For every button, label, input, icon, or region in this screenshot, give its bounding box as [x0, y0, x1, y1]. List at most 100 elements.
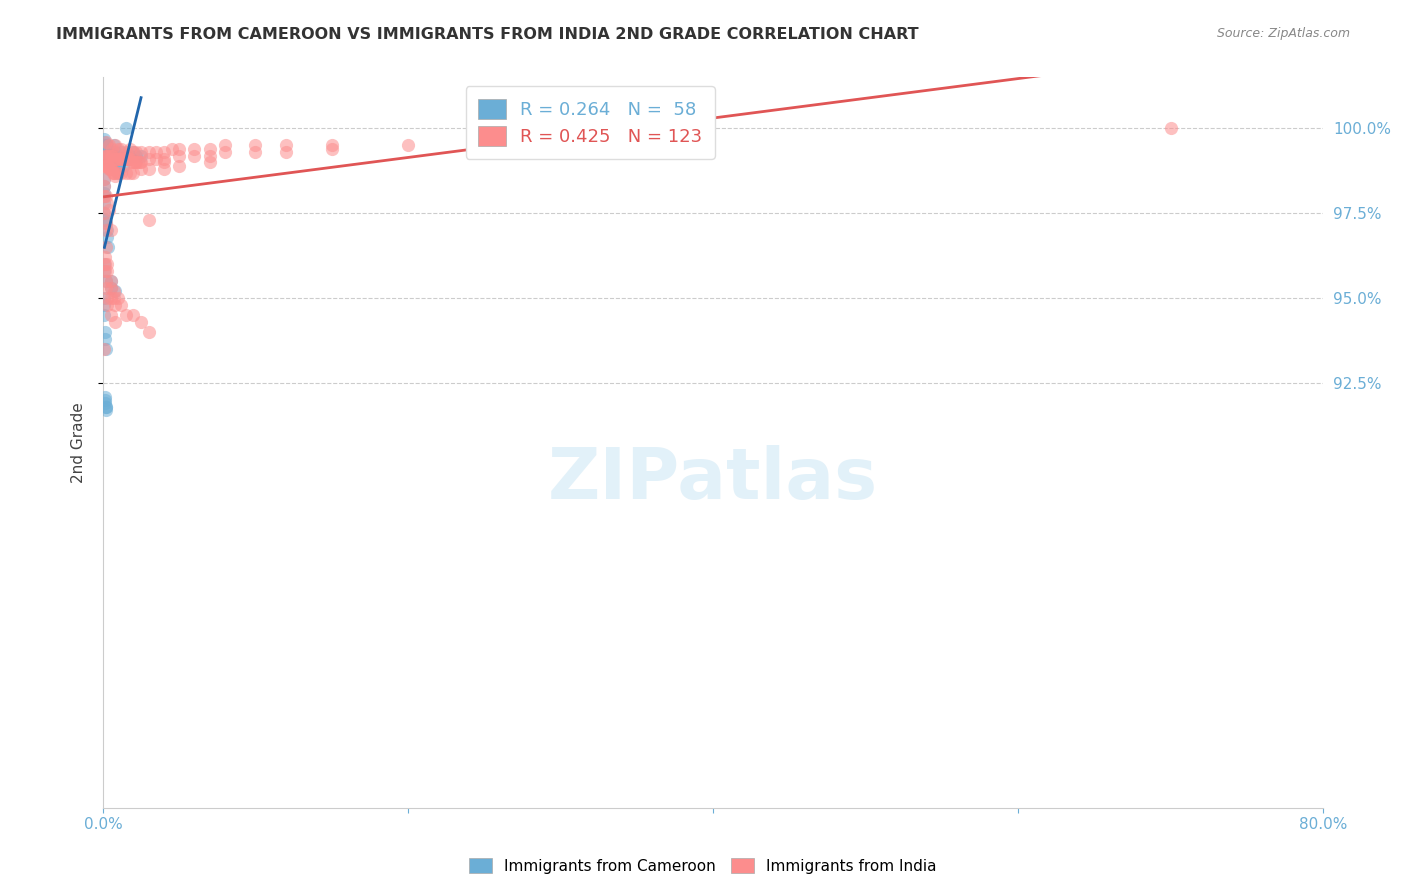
Point: [101, 148, 124, 162]
Point: [94, 217, 117, 231]
Point: [100, 291, 122, 305]
Point: [153, 155, 176, 169]
Point: [118, 152, 141, 166]
Point: [93, 298, 115, 312]
Point: [94, 400, 117, 414]
Point: [93, 196, 115, 211]
Point: [122, 155, 145, 169]
Point: [93, 131, 115, 145]
Point: [105, 152, 128, 166]
Point: [107, 152, 129, 166]
Point: [274, 145, 297, 160]
Point: [198, 148, 221, 162]
Point: [93, 148, 115, 162]
Point: [100, 308, 122, 322]
Point: [103, 165, 125, 179]
Point: [117, 152, 139, 166]
Point: [100, 162, 122, 177]
Point: [96, 257, 118, 271]
Point: [97, 240, 120, 254]
Point: [94, 264, 117, 278]
Point: [100, 281, 122, 295]
Point: [138, 162, 160, 177]
Point: [129, 145, 152, 160]
Point: [103, 165, 125, 179]
Point: [100, 155, 122, 169]
Point: [125, 148, 148, 162]
Point: [120, 148, 142, 162]
Point: [94, 159, 117, 173]
Point: [94, 145, 117, 160]
Point: [114, 121, 136, 136]
Point: [94, 325, 117, 339]
Point: [274, 138, 297, 153]
Point: [167, 148, 190, 162]
Point: [245, 145, 267, 160]
Point: [96, 264, 118, 278]
Point: [114, 145, 136, 160]
Point: [110, 145, 132, 160]
Point: [98, 152, 121, 166]
Point: [145, 152, 167, 166]
Text: IMMIGRANTS FROM CAMEROON VS IMMIGRANTS FROM INDIA 2ND GRADE CORRELATION CHART: IMMIGRANTS FROM CAMEROON VS IMMIGRANTS F…: [56, 27, 920, 42]
Point: [94, 213, 117, 227]
Point: [96, 196, 118, 211]
Point: [160, 142, 183, 156]
Point: [93, 186, 115, 200]
Point: [550, 135, 572, 149]
Point: [98, 138, 121, 153]
Point: [103, 138, 125, 153]
Point: [104, 145, 127, 160]
Point: [321, 138, 343, 153]
Point: [128, 155, 150, 169]
Point: [100, 281, 122, 295]
Point: [101, 162, 124, 177]
Point: [94, 148, 117, 162]
Point: [138, 152, 160, 166]
Text: ZIPatlas: ZIPatlas: [548, 444, 879, 514]
Point: [122, 145, 145, 160]
Point: [100, 148, 122, 162]
Point: [138, 213, 160, 227]
Point: [100, 145, 122, 160]
Point: [94, 251, 117, 265]
Point: [245, 138, 267, 153]
Point: [396, 138, 419, 153]
Point: [93, 179, 115, 194]
Point: [112, 152, 135, 166]
Point: [103, 291, 125, 305]
Point: [93, 189, 115, 203]
Point: [94, 274, 117, 288]
Point: [125, 155, 148, 169]
Point: [321, 142, 343, 156]
Point: [94, 400, 117, 414]
Point: [96, 148, 118, 162]
Text: Source: ZipAtlas.com: Source: ZipAtlas.com: [1216, 27, 1350, 40]
Point: [110, 152, 132, 166]
Point: [98, 148, 121, 162]
Point: [104, 152, 127, 166]
Point: [94, 138, 117, 153]
Point: [93, 135, 115, 149]
Point: [111, 148, 134, 162]
Point: [122, 145, 145, 160]
Point: [100, 152, 122, 166]
Point: [104, 285, 127, 299]
Point: [96, 223, 118, 237]
Point: [120, 142, 142, 156]
Point: [94, 396, 117, 410]
Point: [124, 155, 146, 169]
Point: [93, 257, 115, 271]
Point: [104, 159, 127, 173]
Point: [98, 202, 121, 217]
Point: [120, 152, 142, 166]
Point: [111, 159, 134, 173]
Point: [93, 206, 115, 220]
Point: [100, 162, 122, 177]
Point: [129, 315, 152, 329]
Point: [94, 332, 117, 346]
Point: [98, 155, 121, 169]
Legend: R = 0.264   N =  58, R = 0.425   N = 123: R = 0.264 N = 58, R = 0.425 N = 123: [465, 87, 714, 159]
Point: [94, 274, 117, 288]
Point: [103, 285, 125, 299]
